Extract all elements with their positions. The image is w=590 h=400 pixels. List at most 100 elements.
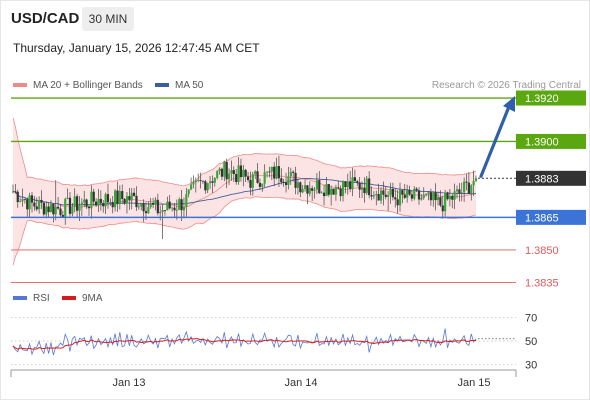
ma50-line bbox=[12, 177, 477, 206]
candle-body bbox=[436, 197, 440, 201]
candle-body bbox=[458, 189, 461, 194]
candle-body bbox=[45, 206, 48, 215]
candle-body bbox=[455, 189, 459, 192]
candle-body bbox=[113, 190, 117, 208]
candle-body bbox=[453, 191, 456, 200]
candle-body bbox=[121, 191, 124, 199]
candle-body bbox=[463, 181, 466, 193]
candle-body bbox=[132, 192, 136, 196]
candle-body bbox=[106, 194, 110, 203]
candle-body bbox=[218, 168, 221, 172]
candle-body bbox=[268, 171, 271, 173]
candle-body bbox=[135, 195, 138, 208]
candle-body bbox=[265, 171, 269, 173]
legend-ma50-label: MA 50 bbox=[175, 80, 204, 91]
candle-body bbox=[415, 188, 418, 191]
candle-body bbox=[237, 165, 240, 182]
candle-body bbox=[116, 190, 119, 204]
candle-body bbox=[413, 188, 416, 199]
candle-body bbox=[35, 206, 38, 210]
legend-bollinger: MA 20 + Bollinger Bands bbox=[13, 80, 143, 91]
candle-body bbox=[170, 207, 174, 209]
candle-body bbox=[420, 197, 423, 200]
candle-body bbox=[275, 166, 278, 179]
current-price-tag bbox=[516, 170, 586, 186]
candle-body bbox=[444, 192, 447, 212]
candle-body bbox=[90, 191, 93, 209]
candle-body bbox=[19, 201, 22, 203]
legend-rsi-ma: 9MA bbox=[62, 293, 103, 304]
candle-body bbox=[406, 189, 409, 198]
candle-body bbox=[394, 197, 397, 200]
symbol-title: USD/CAD bbox=[11, 10, 80, 27]
candle-body bbox=[140, 203, 143, 207]
candle-body bbox=[349, 181, 352, 189]
candle-body bbox=[282, 182, 285, 183]
timeframe-button[interactable]: 30 MIN bbox=[82, 7, 134, 31]
candle-body bbox=[54, 206, 57, 215]
candle-body bbox=[313, 189, 316, 191]
candle-body bbox=[61, 215, 64, 217]
candle-body bbox=[261, 183, 264, 187]
candle-body bbox=[398, 190, 402, 206]
candle-body bbox=[97, 198, 100, 206]
candle-body bbox=[353, 177, 357, 182]
candle-body bbox=[232, 170, 235, 175]
candle-body bbox=[199, 179, 202, 181]
bollinger-swatch-icon bbox=[13, 83, 27, 88]
candle-body bbox=[189, 184, 193, 190]
candle-body bbox=[417, 190, 421, 200]
candle-body bbox=[192, 182, 195, 185]
candle-body bbox=[306, 185, 309, 194]
bollinger-lower-line bbox=[12, 196, 477, 266]
candle-body bbox=[368, 178, 371, 196]
candle-body bbox=[130, 192, 133, 200]
candle-body bbox=[151, 202, 155, 205]
candle-body bbox=[391, 188, 394, 198]
candle-body bbox=[346, 181, 349, 188]
candle-body bbox=[425, 193, 428, 195]
candle-body bbox=[225, 161, 228, 180]
candle-body bbox=[57, 206, 60, 209]
candle-body bbox=[341, 181, 345, 197]
candle-body bbox=[71, 206, 74, 214]
candle-body bbox=[99, 198, 102, 204]
candle-body bbox=[325, 184, 328, 197]
candle-body bbox=[168, 201, 171, 209]
level-label-1.3850: 1.3850 bbox=[525, 245, 559, 257]
candle-body bbox=[249, 179, 252, 188]
candle-body bbox=[363, 187, 366, 194]
candle-body bbox=[422, 194, 425, 198]
candle-body bbox=[246, 176, 250, 180]
candle-body bbox=[16, 191, 19, 203]
candle-body bbox=[470, 185, 473, 194]
candle-body bbox=[227, 173, 231, 180]
candle-body bbox=[73, 196, 76, 207]
candle-body bbox=[327, 184, 330, 195]
candle-body bbox=[332, 188, 335, 195]
candle-body bbox=[365, 178, 368, 194]
rsi-tick-label-50: 50 bbox=[525, 336, 537, 348]
candle-body bbox=[223, 161, 226, 177]
candle-body bbox=[21, 198, 24, 202]
candle-body bbox=[23, 198, 26, 200]
candle-body bbox=[334, 187, 338, 195]
candle-body bbox=[322, 192, 326, 197]
candle-body bbox=[460, 192, 463, 194]
level-tag-1.3920 bbox=[516, 90, 586, 106]
candle-body bbox=[408, 189, 411, 195]
candle-body bbox=[344, 181, 347, 188]
candle-body bbox=[109, 202, 112, 203]
candle-body bbox=[154, 199, 157, 205]
candle-body bbox=[387, 194, 390, 197]
candle-body bbox=[147, 207, 150, 214]
candle-body bbox=[434, 192, 437, 201]
rsi-tick-label-70: 70 bbox=[525, 313, 537, 325]
candle-body bbox=[166, 201, 169, 211]
candle-body bbox=[125, 196, 129, 204]
candle-body bbox=[337, 187, 340, 189]
candle-body bbox=[95, 201, 98, 206]
candle-body bbox=[239, 165, 243, 177]
candle-body bbox=[382, 190, 385, 195]
candle-body bbox=[163, 210, 167, 211]
